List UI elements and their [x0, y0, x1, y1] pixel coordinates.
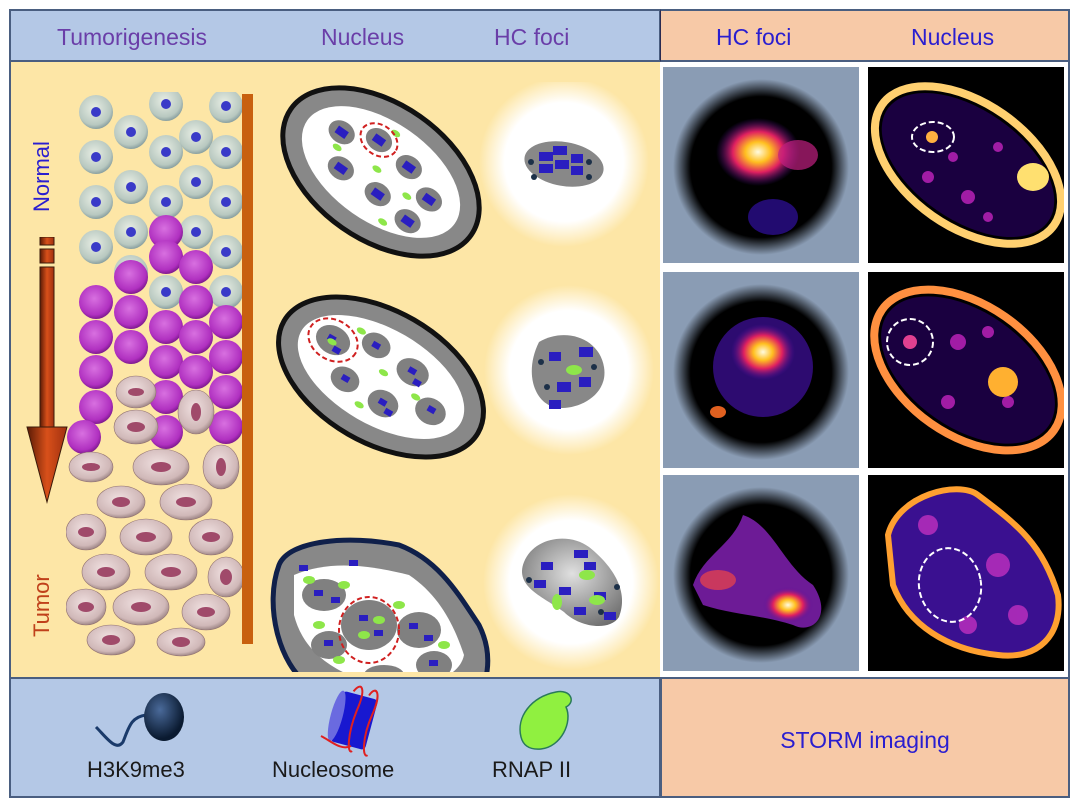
label-tumor: Tumor: [29, 574, 54, 637]
storm-imaging-label: STORM imaging: [780, 727, 950, 753]
storm-nucleus-row2: [868, 272, 1064, 468]
label-normal: Normal: [29, 141, 54, 212]
storm-nucleus-row1: [868, 67, 1064, 263]
header-hc-foci: HC foci: [494, 24, 570, 50]
progression-bar: [242, 94, 253, 644]
legend: H3K9me3 Nucleosome RNAP II: [9, 677, 660, 798]
storm-nucleus-row3: [868, 475, 1064, 671]
progression-arrow-icon: [26, 237, 68, 504]
legend-label-nucleosome: Nucleosome: [272, 757, 395, 782]
right-header: HC foci Nucleus: [660, 9, 1070, 62]
nucleus-intermediate: [276, 294, 486, 460]
nucleus-column: [270, 85, 491, 672]
nucleus-tumor: [270, 537, 491, 672]
storm-hc-focus-row2: [663, 272, 859, 468]
header-storm-hc-foci: HC foci: [716, 24, 792, 50]
precancerous-cells: [67, 215, 243, 454]
hc-focus-compact: [479, 82, 649, 247]
storm-image-grid: [660, 62, 1070, 677]
nucleosome-icon: [320, 685, 379, 757]
h3k9me3-icon: [94, 693, 184, 747]
legend-label-h3k9me3: H3K9me3: [87, 757, 185, 782]
storm-hc-focus-row3: [663, 475, 859, 671]
storm-hc-focus-row1: [663, 67, 859, 263]
normal-cells: [79, 92, 243, 309]
rnap-ii-icon: [519, 690, 572, 750]
cell-population: [66, 92, 245, 657]
hc-focus-open: [483, 494, 659, 670]
header-nucleus: Nucleus: [321, 24, 405, 50]
nucleus-normal: [280, 85, 482, 259]
figure: Tumorigenesis Nucleus HC foci HC foci Nu…: [9, 9, 1070, 798]
legend-label-rnap-ii: RNAP II: [492, 757, 572, 782]
header-storm-nucleus: Nucleus: [911, 24, 995, 50]
storm-imaging-label-box: STORM imaging: [660, 677, 1070, 798]
hc-foci-column: [479, 82, 659, 670]
tumorigenesis-illustration: Normal Tumor: [9, 62, 660, 677]
header-tumorigenesis: Tumorigenesis: [57, 24, 207, 50]
left-header: Tumorigenesis Nucleus HC foci: [9, 9, 660, 62]
hc-focus-intermediate: [484, 285, 654, 455]
